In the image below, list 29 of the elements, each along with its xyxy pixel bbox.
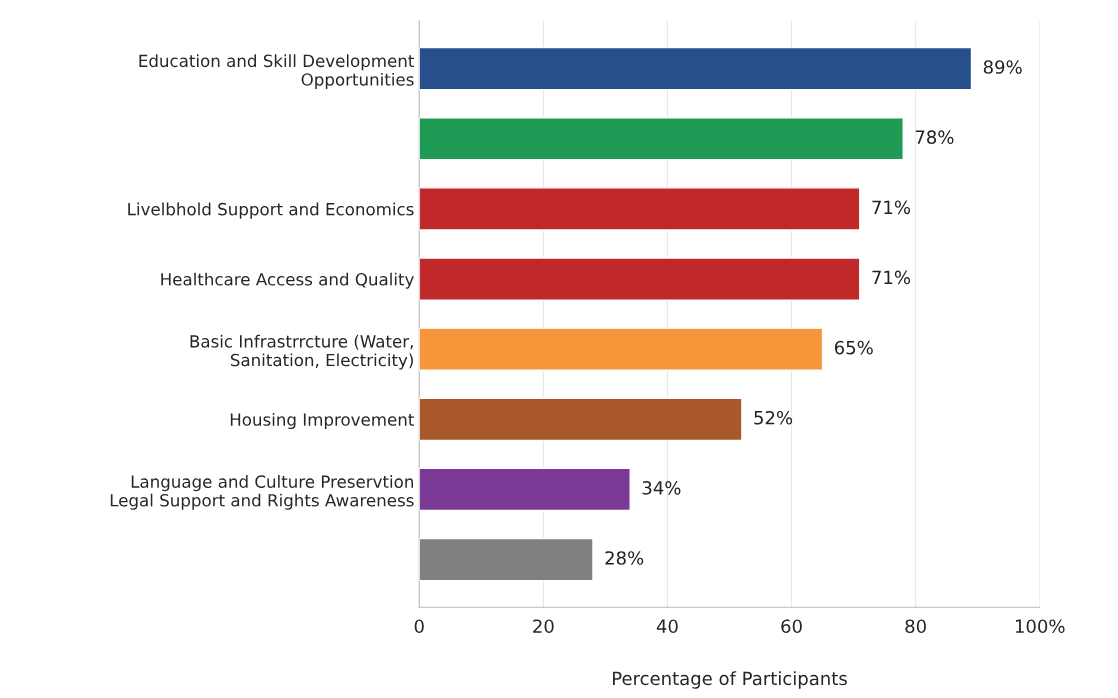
bar (419, 327, 824, 371)
x-tick-label: 40 (656, 619, 678, 634)
x-tick-label: 20 (533, 619, 554, 634)
data-label: 71% (872, 200, 911, 215)
data-label: 34% (642, 481, 681, 495)
bar (419, 397, 743, 442)
bar (419, 537, 594, 582)
data-label: 28% (605, 551, 644, 565)
y-tick-label: Healthcare Access and Quality (161, 272, 414, 289)
data-label: 71% (872, 270, 911, 285)
y-tick-label: Education and Skill Development Opportunities (139, 54, 414, 90)
x-axis-title: Percentage of Participants (613, 671, 847, 689)
y-tick-label: Language and Culture Preservtion Legal Support and Rights Awareness (110, 475, 414, 510)
data-label: 89% (983, 60, 1022, 74)
x-tick-label: 60 (781, 619, 802, 634)
data-label: 78% (915, 130, 954, 144)
y-tick-label: Housing Improvement (230, 412, 414, 430)
bar (419, 467, 631, 512)
y-tick-label: Livelbhold Support and Economics (128, 202, 414, 219)
x-tick-label: 0 (414, 619, 424, 634)
bar (419, 117, 904, 161)
data-label: 52% (754, 410, 793, 425)
y-tick-label: Basic Infrastrrcture (Water, Sanitation, Electricity) (190, 334, 413, 370)
x-tick-label: 80 (905, 619, 926, 634)
x-tick-label: 100% (1015, 619, 1065, 634)
data-label: 65% (834, 340, 873, 355)
bar (419, 46, 973, 91)
bar (419, 257, 861, 301)
bar (419, 187, 861, 231)
